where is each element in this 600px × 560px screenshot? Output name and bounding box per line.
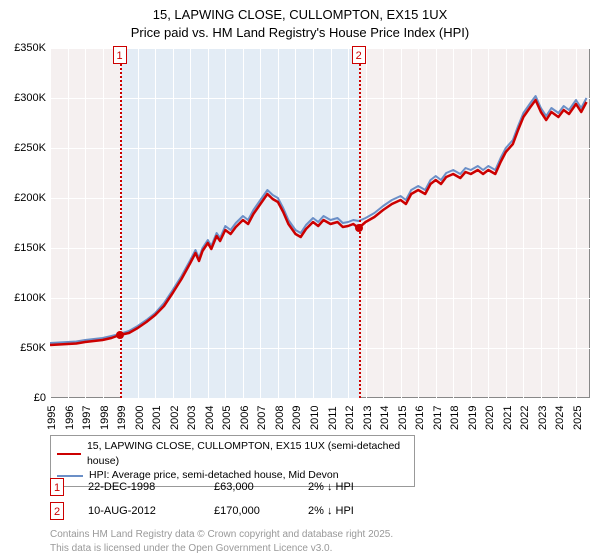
x-tick-label: 2006 bbox=[239, 406, 251, 430]
sale-marker-badge: 1 bbox=[50, 478, 64, 496]
sale-delta: 2% ↓ HPI bbox=[308, 481, 354, 493]
plot-area: 12 £0£50K£100K£150K£200K£250K£300K£350K … bbox=[50, 48, 590, 398]
sale-delta: 2% ↓ HPI bbox=[308, 505, 354, 517]
x-tick-label: 2021 bbox=[502, 406, 514, 430]
x-tick-label: 2022 bbox=[519, 406, 531, 430]
x-tick-label: 2005 bbox=[221, 406, 233, 430]
sale-marker-flag: 2 bbox=[352, 46, 366, 64]
sale-row: 2 10-AUG-2012 £170,000 2% ↓ HPI bbox=[50, 502, 354, 520]
x-tick-label: 2013 bbox=[362, 406, 374, 430]
y-tick-label: £300K bbox=[14, 92, 50, 104]
x-tick-label: 2004 bbox=[204, 406, 216, 430]
y-tick-label: £200K bbox=[14, 192, 50, 204]
y-tick-label: £350K bbox=[14, 42, 50, 54]
x-tick-label: 2025 bbox=[572, 406, 584, 430]
x-tick-label: 1995 bbox=[46, 406, 58, 430]
sale-row: 1 22-DEC-1998 £63,000 2% ↓ HPI bbox=[50, 478, 354, 496]
x-tick-label: 2012 bbox=[344, 406, 356, 430]
footer-line: This data is licensed under the Open Gov… bbox=[50, 542, 332, 555]
legend-swatch bbox=[57, 475, 83, 477]
x-tick-label: 1996 bbox=[64, 406, 76, 430]
legend-label: 15, LAPWING CLOSE, CULLOMPTON, EX15 1UX … bbox=[87, 439, 408, 468]
x-tick-label: 2010 bbox=[309, 406, 321, 430]
chart-container: 15, LAPWING CLOSE, CULLOMPTON, EX15 1UX … bbox=[0, 0, 600, 560]
x-tick-label: 2018 bbox=[449, 406, 461, 430]
x-tick-label: 2024 bbox=[554, 406, 566, 430]
footer-line: Contains HM Land Registry data © Crown c… bbox=[50, 528, 393, 541]
x-tick-label: 1999 bbox=[116, 406, 128, 430]
y-tick-label: £250K bbox=[14, 142, 50, 154]
x-tick-label: 2009 bbox=[291, 406, 303, 430]
sale-date: 10-AUG-2012 bbox=[88, 505, 190, 517]
x-tick-label: 2003 bbox=[186, 406, 198, 430]
legend-swatch bbox=[57, 453, 81, 455]
x-tick-label: 2008 bbox=[274, 406, 286, 430]
x-tick-label: 2020 bbox=[484, 406, 496, 430]
sale-marker-flag: 1 bbox=[113, 46, 127, 64]
x-tick-label: 2001 bbox=[151, 406, 163, 430]
x-tick-label: 2000 bbox=[134, 406, 146, 430]
legend-item: 15, LAPWING CLOSE, CULLOMPTON, EX15 1UX … bbox=[57, 439, 408, 468]
chart-title: 15, LAPWING CLOSE, CULLOMPTON, EX15 1UX … bbox=[0, 0, 600, 41]
x-tick-label: 2007 bbox=[256, 406, 268, 430]
series-hpi bbox=[50, 96, 587, 343]
x-tick-label: 2023 bbox=[537, 406, 549, 430]
y-tick-label: £150K bbox=[14, 242, 50, 254]
x-tick-label: 2002 bbox=[169, 406, 181, 430]
x-tick-label: 2017 bbox=[432, 406, 444, 430]
x-tick-label: 1997 bbox=[81, 406, 93, 430]
line-series bbox=[50, 48, 590, 398]
sale-date: 22-DEC-1998 bbox=[88, 481, 190, 493]
x-tick-label: 2016 bbox=[414, 406, 426, 430]
x-tick-label: 2019 bbox=[467, 406, 479, 430]
y-tick-label: £0 bbox=[34, 392, 50, 404]
title-line-1: 15, LAPWING CLOSE, CULLOMPTON, EX15 1UX bbox=[0, 6, 600, 24]
x-tick-label: 2011 bbox=[327, 406, 339, 430]
sale-price: £170,000 bbox=[214, 505, 284, 517]
sale-price: £63,000 bbox=[214, 481, 284, 493]
x-tick-label: 1998 bbox=[99, 406, 111, 430]
title-line-2: Price paid vs. HM Land Registry's House … bbox=[0, 24, 600, 42]
sale-marker-badge: 2 bbox=[50, 502, 64, 520]
y-tick-label: £50K bbox=[20, 342, 50, 354]
x-tick-label: 2014 bbox=[379, 406, 391, 430]
y-tick-label: £100K bbox=[14, 292, 50, 304]
x-tick-label: 2015 bbox=[397, 406, 409, 430]
